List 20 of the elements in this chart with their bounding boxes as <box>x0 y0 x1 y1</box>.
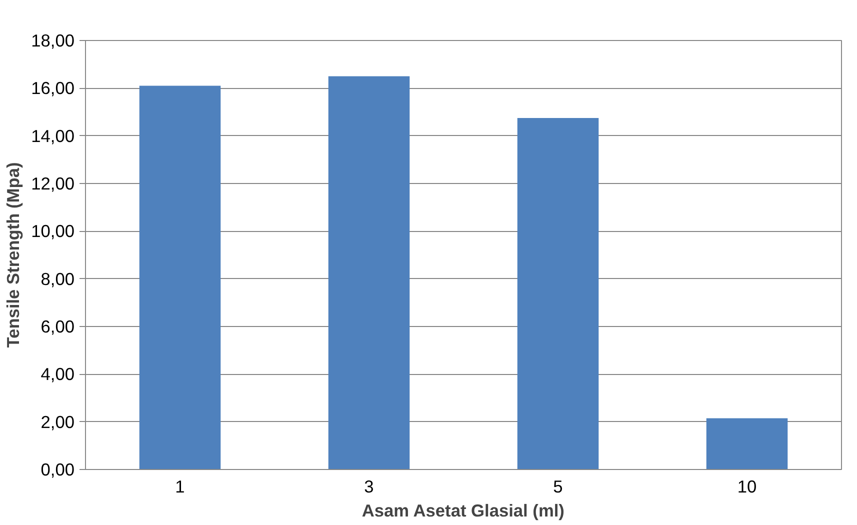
y-tick-label: 4,00 <box>40 364 75 384</box>
y-tick-label: 10,00 <box>31 221 75 242</box>
y-tick-label: 2,00 <box>40 412 75 432</box>
bar <box>139 86 221 470</box>
y-tick-label: 18,00 <box>31 30 75 50</box>
bar <box>328 76 410 470</box>
x-tick-label: 1 <box>175 476 185 496</box>
x-tick-label: 5 <box>553 476 563 496</box>
y-tick-label: 0,00 <box>40 460 75 480</box>
x-axis-title: Asam Asetat Glasial (ml) <box>362 500 564 520</box>
y-tick-label: 8,00 <box>40 268 75 289</box>
y-axis-title: Tensile Strength (Mpa) <box>3 162 24 348</box>
y-tick-label: 6,00 <box>40 316 75 336</box>
x-tick-label: 3 <box>364 476 374 496</box>
y-tick-label: 14,00 <box>31 126 75 146</box>
bar <box>706 418 788 470</box>
x-tick-label: 10 <box>737 476 757 496</box>
bar <box>517 118 599 470</box>
y-tick-label: 16,00 <box>31 78 75 98</box>
y-tick-label: 12,00 <box>31 174 75 194</box>
